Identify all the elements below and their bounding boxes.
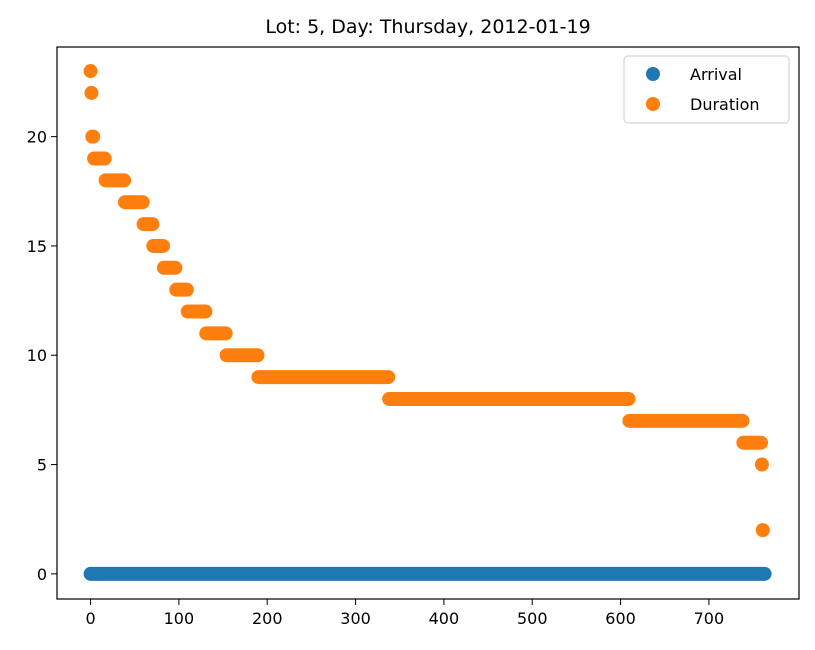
y-tick-label: 15 <box>27 237 47 256</box>
data-run-duration <box>136 217 160 232</box>
y-tick-label: 0 <box>37 565 47 584</box>
y-tick-label: 5 <box>37 456 47 475</box>
legend-box <box>623 55 790 124</box>
data-point-duration <box>83 64 98 79</box>
data-run-duration <box>219 348 265 363</box>
legend-label-arrival: Arrival <box>690 65 742 84</box>
data-point-duration <box>84 85 99 100</box>
x-tick-label: 200 <box>252 609 283 628</box>
legend-label-duration: Duration <box>690 95 760 114</box>
data-run-duration <box>156 260 183 275</box>
chart-title: Lot: 5, Day: Thursday, 2012-01-19 <box>265 16 590 38</box>
data-run-duration <box>199 326 233 341</box>
legend-marker-arrival <box>646 67 660 81</box>
x-axis: 0 100 200 300 400 500 600 700 <box>85 599 724 628</box>
series-duration <box>83 64 770 538</box>
legend: Arrival Duration <box>623 55 790 124</box>
x-tick-label: 600 <box>605 609 636 628</box>
data-run-duration <box>118 195 150 210</box>
data-run-duration <box>169 282 194 297</box>
data-run-duration <box>98 173 132 188</box>
y-tick-label: 20 <box>27 128 47 147</box>
y-axis: 0 5 10 15 20 <box>27 128 57 584</box>
data-run-duration <box>251 370 396 385</box>
data-run-duration <box>180 304 213 319</box>
data-run-duration <box>622 413 750 428</box>
x-tick-label: 700 <box>694 609 725 628</box>
data-point-duration <box>754 457 769 472</box>
plot-frame <box>56 46 800 600</box>
legend-marker-duration <box>646 97 660 111</box>
data-run-arrival <box>83 566 772 581</box>
x-tick-label: 100 <box>164 609 195 628</box>
data-run-duration <box>85 129 101 144</box>
y-tick-label: 10 <box>27 346 47 365</box>
data-run-duration <box>382 391 636 406</box>
x-tick-label: 500 <box>517 609 548 628</box>
data-run-duration <box>146 238 170 253</box>
x-tick-label: 300 <box>340 609 371 628</box>
data-point-duration <box>755 523 770 538</box>
series-arrival <box>83 566 772 581</box>
series-layer <box>83 64 772 581</box>
data-run-duration <box>736 435 769 450</box>
x-tick-label: 400 <box>429 609 460 628</box>
x-tick-label: 0 <box>85 609 95 628</box>
data-run-duration <box>87 151 112 166</box>
